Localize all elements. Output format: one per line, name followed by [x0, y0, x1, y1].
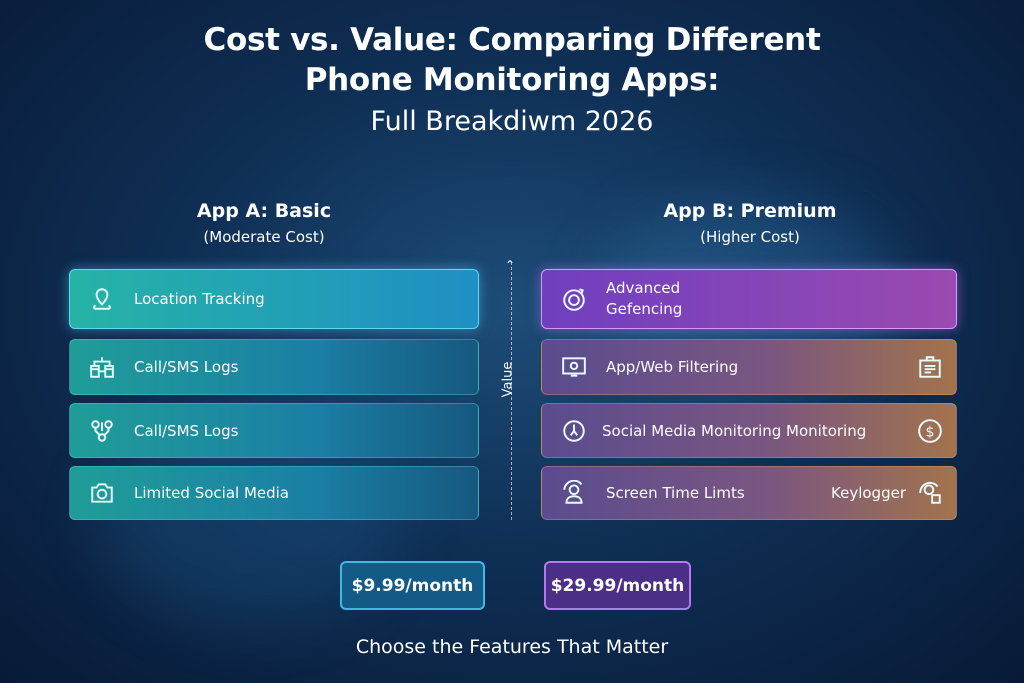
monitor-icon	[560, 353, 588, 381]
app-b-feature-screen-time-limits: Screen Time Limts Keylogger	[541, 466, 957, 520]
app-a-cost: (Moderate Cost)	[203, 228, 325, 246]
feature-label: Location Tracking	[134, 290, 265, 308]
subtitle: Full Breakdiwm 2026	[370, 106, 654, 137]
svg-text:$: $	[926, 424, 935, 440]
value-axis	[511, 262, 512, 520]
feature-label: Advanced Gefencing	[606, 279, 683, 318]
value-axis-label: Value	[500, 361, 516, 398]
title-line-2: Phone Monitoring Apps:	[304, 62, 720, 98]
app-b-feature-app-web-filtering: App/Web Filtering	[541, 339, 957, 395]
app-a-feature-call-sms-logs-2: Call/SMS Logs	[69, 403, 479, 458]
footer-tagline: Choose the Features That Matter	[355, 636, 669, 658]
feature-label: Call/SMS Logs	[134, 358, 239, 376]
feature-label: Screen Time Limts	[606, 484, 745, 502]
app-a-name: App A: Basic	[196, 200, 332, 222]
feature-label: Social Media Monitoring Monitoring	[602, 421, 867, 440]
user-cycle-icon	[560, 479, 588, 507]
app-a-feature-limited-social-media: Limited Social Media	[69, 466, 479, 520]
location-pin-icon	[88, 285, 116, 313]
title-line-1: Cost vs. Value: Comparing Different	[203, 22, 821, 58]
app-a-feature-call-sms-logs: Call/SMS Logs	[69, 339, 479, 395]
page-title: Cost vs. Value: Comparing Different Phone…	[0, 20, 1024, 100]
feature-label: Limited Social Media	[134, 484, 289, 502]
database-flow-icon	[88, 353, 116, 381]
arrow-up-icon: ⌃	[505, 258, 516, 272]
app-b-feature-advanced-geofencing: Advanced Gefencing	[541, 269, 957, 329]
app-b-feature-social-media-monitoring: Social Media Monitoring Monitoring $	[541, 403, 957, 458]
app-b-cost: (Higher Cost)	[700, 228, 800, 246]
dollar-icon: $	[916, 417, 944, 445]
user-lock-icon	[916, 479, 944, 507]
app-b-price-badge: $29.99/month	[544, 561, 691, 610]
app-b-name: App B: Premium	[663, 200, 837, 222]
target-icon	[560, 285, 588, 313]
app-a-price-badge: $9.99/month	[340, 561, 485, 610]
keylogger-label: Keylogger	[831, 484, 906, 502]
feature-label: App/Web Filtering	[606, 358, 739, 376]
camera-icon	[88, 479, 116, 507]
refresh-pin-icon	[560, 417, 588, 445]
nodes-icon	[88, 417, 116, 445]
clipboard-icon	[916, 353, 944, 381]
app-a-header: App A: Basic (Moderate Cost)	[114, 200, 414, 246]
app-b-header: App B: Premium (Higher Cost)	[600, 200, 900, 246]
feature-label: Call/SMS Logs	[134, 421, 239, 440]
app-a-feature-location-tracking: Location Tracking	[69, 269, 479, 329]
